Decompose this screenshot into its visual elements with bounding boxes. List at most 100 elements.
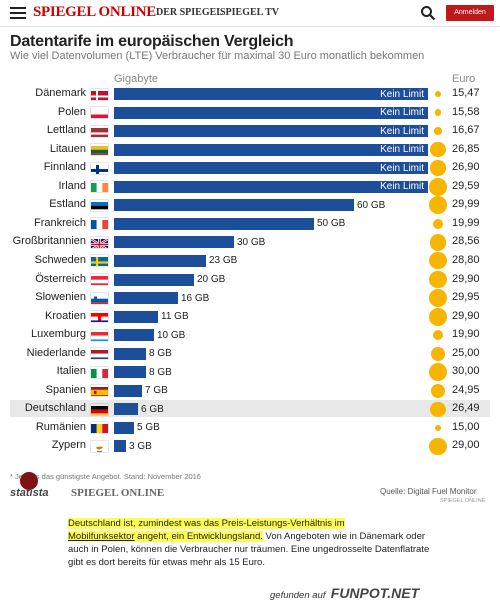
country-label: Slowenien [35,291,86,304]
price-dot [431,346,445,361]
article-body-text: Von Angeboten wie in Dänemark oder auch … [68,531,430,568]
data-bar [114,292,178,305]
gigabyte-column-header: Gigabyte [114,73,159,85]
price-label: 29,00 [452,439,480,452]
highlighted-text: Deutschland ist, zumindest was das Preis… [68,518,345,529]
estonia-flag [91,200,108,211]
bar-value-label: 5 GB [137,422,160,434]
bar-value-label: 30 GB [237,236,266,248]
romania-flag [91,422,108,434]
bar-value-label: 3 GB [129,440,152,452]
price-label: 26,49 [452,402,480,415]
country-label: Deutschland [24,402,86,415]
hamburger-menu-icon[interactable] [10,7,26,19]
data-bar [114,310,158,323]
watermark-brand: FUNPOT.NET [330,585,420,601]
country-label: Niederlande [26,346,86,359]
price-dot [434,109,442,116]
chart-subtitle: Wie viel Datenvolumen (LTE) Verbraucher … [10,50,425,62]
country-label: Kroatien [45,309,86,322]
data-bar [114,347,146,360]
data-bar [114,199,354,212]
germany-flag [91,404,108,415]
price-dot [429,270,447,289]
price-label: 28,80 [452,253,480,266]
bar-value-label: 20 GB [197,274,226,285]
highlighted-text-2: angeht, ein Entwicklungsland. [134,531,263,542]
ireland-flag [91,181,108,193]
cyprus-flag [91,441,108,452]
price-dot [434,90,442,98]
bar-value-label: 7 GB [145,385,168,397]
bar-value-label: Kein Limit [380,125,424,137]
country-label: Dänemark [35,87,86,99]
price-label: 15,58 [452,105,480,118]
country-label: Italien [56,365,86,378]
slovenia-flag [91,293,108,304]
euro-column-header: Euro [452,73,476,85]
price-dot [429,437,447,456]
price-dot [429,289,447,308]
search-icon[interactable] [420,5,436,21]
price-dot [430,401,446,417]
country-label: Frankreich [34,216,86,229]
bar-value-label: Kein Limit [380,88,424,100]
login-button[interactable]: Anmelden [446,5,494,21]
bar-value-label: Kein Limit [380,162,424,174]
chart-source: Quelle: Digital Fuel Monitor [380,487,477,496]
data-bar [114,273,194,286]
price-label: 26,90 [452,161,480,174]
price-dot [429,307,447,326]
country-label: Österreich [35,272,86,285]
watermark-prefix: gefunden auf [270,590,326,601]
top-navigation-bar: SPIEGEL ONLINE DER SPIEGEL SPIEGEL TV An… [0,0,500,27]
price-label: 26,85 [452,142,480,155]
share-icon[interactable] [20,472,38,490]
spain-flag [91,385,108,397]
price-dot [429,177,447,196]
price-label: 29,59 [452,179,480,192]
country-label: Spanien [45,383,86,396]
poland-flag [91,107,108,119]
price-label: 19,90 [452,328,480,341]
data-bar [114,329,154,342]
article-paragraph: Deutschland ist, zumindest was das Preis… [68,517,438,569]
data-bar [114,88,428,100]
bar-value-label: Kein Limit [380,181,424,193]
price-dot [433,330,443,341]
price-dot [429,196,447,215]
mobilfunk-link[interactable]: Mobilfunksektor [68,531,135,542]
spiegel-tv-link[interactable]: SPIEGEL TV [220,7,280,18]
country-label: Großbritannien [12,235,86,248]
data-bar [114,106,428,119]
price-label: 15,00 [452,420,480,433]
bar-value-label: 50 GB [317,218,346,230]
der-spiegel-link[interactable]: DER SPIEGEL [156,7,223,18]
data-bar [114,180,428,193]
price-dot [430,160,446,176]
bar-value-label: 60 GB [357,199,386,211]
price-label: 15,47 [452,87,480,99]
price-label: 25,00 [452,346,480,359]
country-label: Estland [49,198,86,211]
sweden-flag [91,255,108,267]
data-bar [114,254,206,267]
data-bar [114,162,428,175]
data-bar [114,440,126,453]
bar-value-label: 16 GB [181,292,210,304]
spiegel-online-logo[interactable]: SPIEGEL ONLINE [33,4,156,20]
austria-flag [91,274,108,285]
data-bar [114,384,142,397]
data-bar [114,143,428,156]
country-label: Schweden [34,253,86,266]
data-bar [114,403,138,416]
country-label: Zypern [51,439,86,452]
price-dot [435,424,441,431]
price-label: 29,90 [452,272,480,285]
data-bar [114,125,428,138]
latvia-flag [91,126,108,137]
country-label: Litauen [49,142,86,155]
price-label: 28,56 [452,235,480,248]
price-label: 30,00 [452,365,480,378]
data-bar [114,236,234,249]
